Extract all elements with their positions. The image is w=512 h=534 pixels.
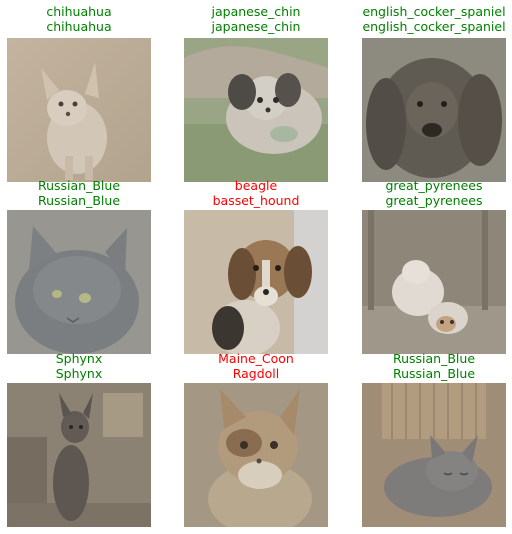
grid-cell-1: chihuahua chihuahua [7,4,151,182]
chihuahua-dog-photo [7,38,151,182]
japanese-chin-dog-photo [184,38,328,182]
maine-coon-cat-photo [184,383,328,527]
actual-label: chihuahua [46,4,112,19]
actual-label: Russian_Blue [392,351,476,366]
sphynx-cat-photo [7,383,151,527]
predicted-label: japanese_chin [211,19,301,34]
beagle-dog-photo [184,210,328,354]
predicted-label: Russian_Blue [392,366,476,381]
actual-label: Russian_Blue [37,178,121,193]
cocker-spaniel-dog-photo [362,38,506,182]
grid-cell-8: Maine_Coon Ragdoll [184,351,328,529]
russian-blue-cat-photo [362,383,506,527]
predicted-label: Russian_Blue [37,193,121,208]
grid-cell-3: english_cocker_spaniel english_cocker_sp… [362,4,506,182]
predicted-label: Sphynx [55,366,103,381]
grid-cell-6: great_pyrenees great_pyrenees [362,178,506,356]
great-pyrenees-dog-photo [362,210,506,354]
actual-label: english_cocker_spaniel [362,4,506,19]
russian-blue-cat-photo [7,210,151,354]
grid-cell-2: japanese_chin japanese_chin [184,4,328,182]
predicted-label: basset_hound [212,193,300,208]
predicted-label: Ragdoll [232,366,280,381]
grid-cell-7: Sphynx Sphynx [7,351,151,529]
predicted-label: english_cocker_spaniel [362,19,506,34]
actual-label: great_pyrenees [385,178,483,193]
predicted-label: chihuahua [46,19,112,34]
grid-cell-5: beagle basset_hound [184,178,328,356]
actual-label: japanese_chin [211,4,301,19]
actual-label: Maine_Coon [218,351,294,366]
grid-cell-9: Russian_Blue Russian_Blue [362,351,506,529]
predicted-label: great_pyrenees [385,193,483,208]
actual-label: beagle [234,178,278,193]
grid-cell-4: Russian_Blue Russian_Blue [7,178,151,356]
actual-label: Sphynx [55,351,103,366]
